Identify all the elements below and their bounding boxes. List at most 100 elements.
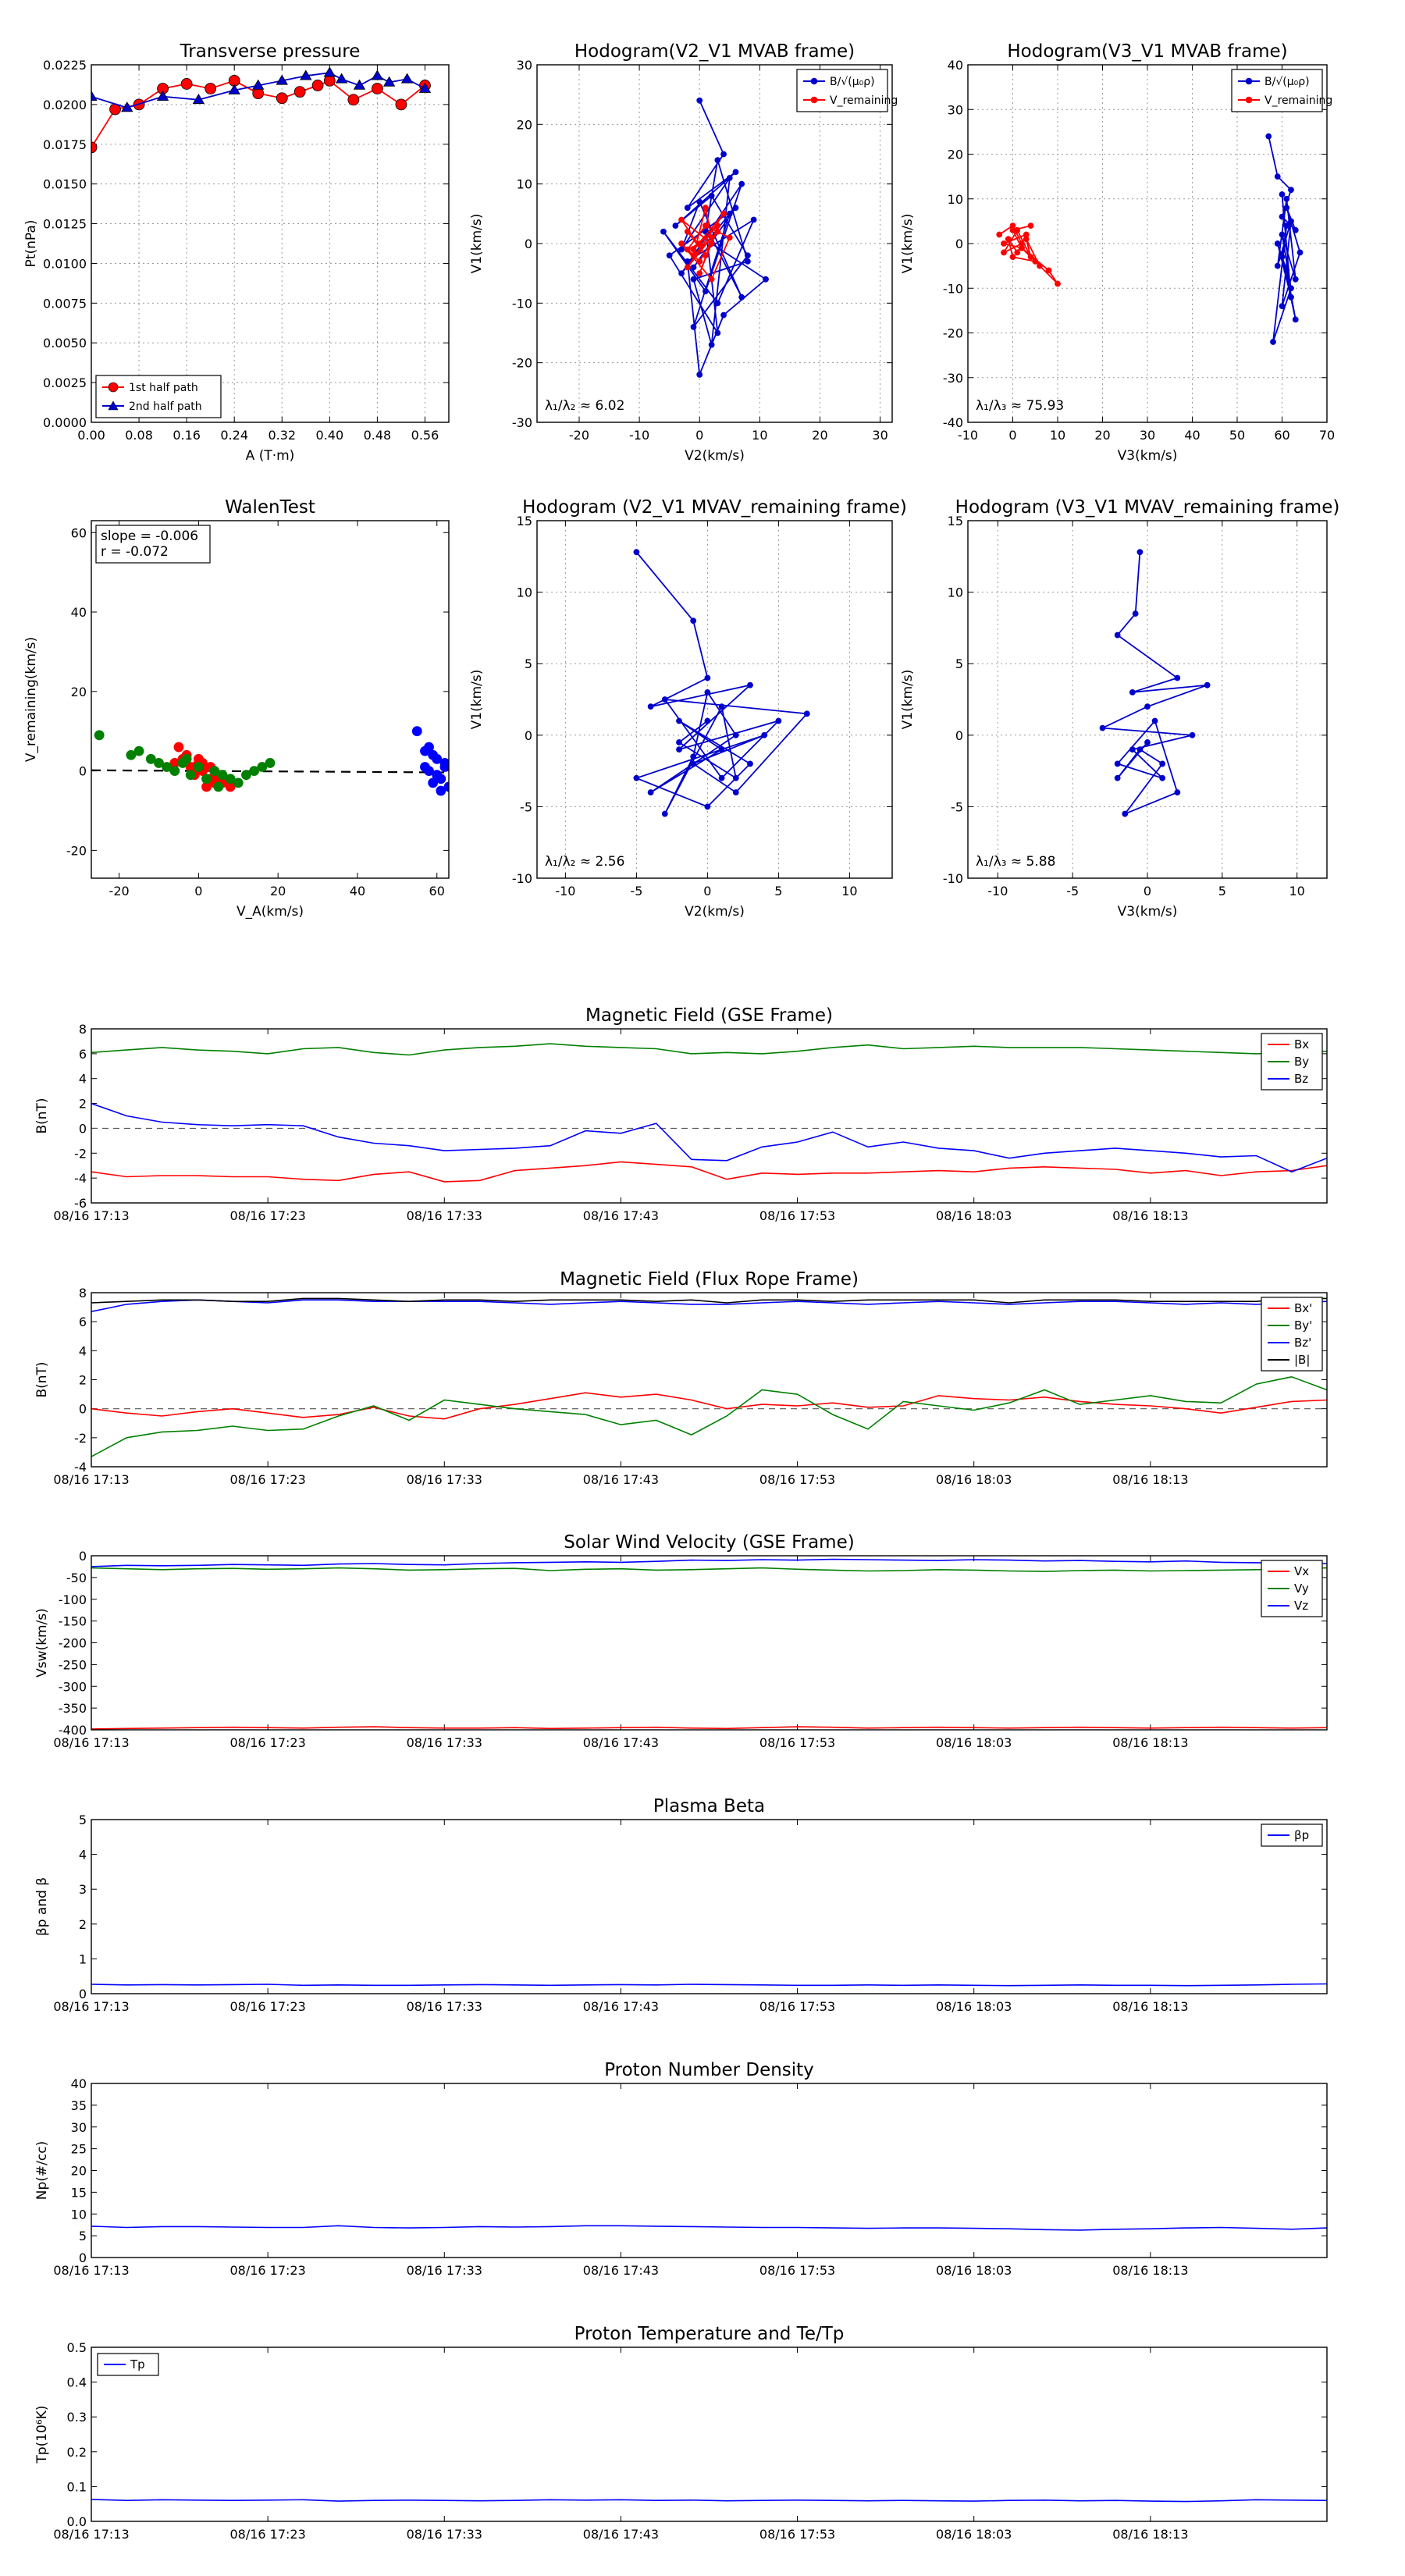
y-tick-label: -10: [512, 871, 532, 886]
y-tick-label: 60: [71, 525, 87, 540]
y-tick-label: 0: [79, 1121, 87, 1136]
x-tick-labels: -20 0 20 40 60: [109, 884, 445, 898]
data-point: [228, 84, 240, 94]
data-point: [1037, 262, 1043, 269]
x-axis-label: V3(km/s): [1118, 448, 1178, 464]
x-tick-labels: -10 0 10 20 30 40 50 60 70: [958, 428, 1335, 443]
data-point: [371, 83, 383, 94]
y-tick-label: -350: [59, 1701, 87, 1716]
data-point: [1055, 280, 1061, 287]
data-point: [684, 228, 691, 235]
y-axis-label: Vsw(km/s): [34, 1608, 50, 1678]
data-point: [126, 749, 137, 760]
x-tick-label: 0.56: [411, 428, 439, 443]
data-point: [718, 703, 725, 710]
data-point: [696, 198, 703, 205]
data-point: [432, 770, 443, 781]
y-tick-label: 0.0125: [43, 217, 87, 232]
x-tick-label: 0.00: [77, 428, 105, 443]
plot-frame: [91, 1028, 1328, 1204]
chart-panel-4: WalenTest -20 0 20 40 60 -20 0 20 40 60 V_A(km/s) V_…: [23, 497, 450, 920]
eigenvalue-ratio-annotation: λ₁/λ₃ ≈ 5.88: [976, 854, 1055, 870]
y-tick-label: 5: [79, 2229, 87, 2243]
data-point: [249, 766, 260, 776]
x-tick-label: 0: [703, 884, 711, 898]
y-tick-label: -30: [512, 415, 532, 430]
x-tick-label: 08/16 17:53: [759, 2527, 835, 2542]
x-tick-label: 08/16 17:23: [229, 1735, 305, 1750]
x-tick-label: 08/16 17:43: [583, 2263, 659, 2278]
legend-label: Bx': [1294, 1301, 1312, 1315]
data-point: [720, 151, 727, 158]
x-tick-label: 60: [1274, 428, 1289, 443]
data-point: [1292, 276, 1299, 283]
data-point: [633, 549, 640, 556]
data-point: [726, 210, 733, 217]
data-point: [121, 101, 133, 112]
x-tick-label: 08/16 18:13: [1112, 2263, 1188, 2278]
data-point: [702, 205, 709, 212]
y-tick-label: 20: [948, 148, 963, 162]
data-point: [708, 240, 715, 247]
legend-label: Bz': [1294, 1336, 1311, 1350]
data-point: [1174, 674, 1181, 681]
y-tick-label: 0.0: [67, 2514, 87, 2529]
legend: B/√(μ₀ρ) V_remaining: [796, 69, 898, 112]
y-tick-label: 10: [71, 2207, 87, 2222]
x-tick-label: 08/16 17:13: [53, 1472, 129, 1487]
data-point: [750, 216, 757, 223]
chart-title: WalenTest: [225, 497, 315, 518]
data-point: [347, 94, 360, 106]
data-point: [690, 246, 697, 253]
x-tick-label: -10: [555, 884, 575, 898]
data-point: [661, 696, 668, 703]
chart-panel-5: Hodogram (V2_V1 MVAV_remaining frame)-10…: [469, 497, 907, 920]
x-tick-label: 08/16 17:13: [53, 1735, 129, 1750]
series-line-Bx: [91, 1161, 1327, 1183]
data-point: [145, 753, 156, 764]
y-tick-labels: -6 -4 -2 0 2 4 6 8: [74, 1022, 87, 1211]
data-point: [732, 205, 739, 212]
data-point: [382, 76, 396, 87]
x-tick-label: 08/16 17:43: [583, 2527, 659, 2542]
y-tick-label: 1: [79, 1952, 87, 1966]
y-tick-label: 10: [517, 585, 532, 600]
data-point: [1099, 724, 1106, 731]
data-point: [217, 770, 228, 781]
chart-panel-2: Hodogram(V2_V1 MVAB frame)-20 -10 0 10 20 30-…: [469, 41, 898, 464]
data-point: [690, 264, 697, 271]
data-point: [720, 210, 727, 217]
x-tick-label: 08/16 18:13: [1112, 2527, 1188, 2542]
data-point: [803, 710, 810, 717]
y-tick-label: 30: [948, 102, 963, 117]
fit-line: [91, 769, 449, 774]
x-axis-label: V2(km/s): [685, 904, 745, 920]
data-point: [696, 372, 703, 378]
x-tick-labels: 08/16 17:13 08/16 17:23 08/16 17:33 08/16 1…: [53, 1735, 1188, 1750]
series-line-Vz: [91, 1558, 1327, 1567]
x-axis-label: V2(km/s): [685, 448, 745, 464]
chart-panel-9: Solar Wind Velocity (GSE Frame) 08/16 17:…: [34, 1532, 1328, 1750]
y-tick-label: 6: [79, 1047, 87, 1062]
legend-label: Bx: [1294, 1037, 1309, 1051]
data-point: [1189, 731, 1196, 738]
x-tick-label: 50: [1229, 428, 1245, 443]
series-line-1sthalfpath: [91, 80, 426, 148]
series-group: [996, 133, 1304, 345]
data-point: [702, 288, 709, 294]
data-point: [684, 258, 691, 265]
x-tick-label: -10: [958, 428, 978, 443]
x-tick-label: 08/16 18:03: [936, 1208, 1012, 1223]
x-tick-label: 08/16 18:03: [936, 1472, 1012, 1487]
data-point: [185, 770, 196, 781]
legend-marker: [810, 77, 818, 85]
x-tick-label: -10: [629, 428, 649, 443]
x-tick-label: 08/16 17:13: [53, 2527, 129, 2542]
data-point: [704, 674, 711, 681]
y-tick-label: 0.4: [67, 2375, 87, 2390]
x-tick-label: 08/16 18:13: [1112, 1208, 1188, 1223]
plot-frame: [91, 520, 450, 879]
y-tick-labels: -400 -350 -300 -250 -200 -150 -100 -50 0: [59, 1549, 87, 1738]
data-point: [311, 80, 324, 91]
